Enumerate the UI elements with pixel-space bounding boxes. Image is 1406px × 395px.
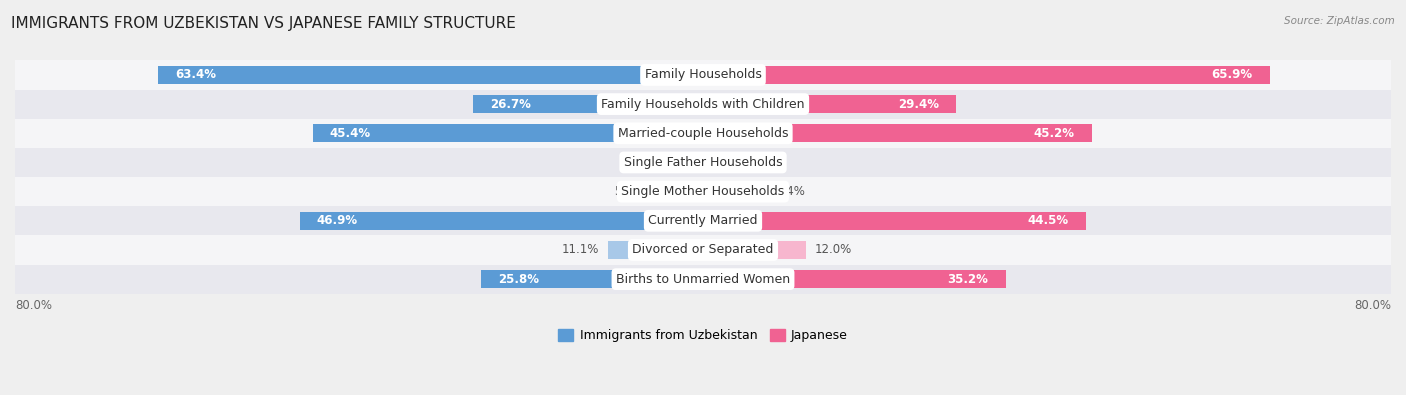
Bar [703,270,1005,288]
Text: 11.1%: 11.1% [561,243,599,256]
Text: 80.0%: 80.0% [1354,299,1391,312]
Bar [15,118,1391,148]
Text: 45.4%: 45.4% [330,127,371,140]
Bar [703,241,806,259]
Text: 44.5%: 44.5% [1028,214,1069,227]
Legend: Immigrants from Uzbekistan, Japanese: Immigrants from Uzbekistan, Japanese [553,324,853,347]
Text: 26.7%: 26.7% [491,98,531,111]
Bar [15,235,1391,265]
Bar [607,241,703,259]
Text: 65.9%: 65.9% [1212,68,1253,81]
Bar [15,60,1391,90]
Text: 7.4%: 7.4% [775,185,806,198]
Bar [703,182,766,201]
Bar [15,90,1391,118]
Bar [703,95,956,113]
Bar [652,182,703,201]
Bar [474,95,703,113]
Text: 1.8%: 1.8% [650,156,679,169]
Text: IMMIGRANTS FROM UZBEKISTAN VS JAPANESE FAMILY STRUCTURE: IMMIGRANTS FROM UZBEKISTAN VS JAPANESE F… [11,16,516,31]
Text: Currently Married: Currently Married [648,214,758,227]
Text: Family Households: Family Households [644,68,762,81]
Text: Births to Unmarried Women: Births to Unmarried Women [616,273,790,286]
Text: 63.4%: 63.4% [174,68,217,81]
Bar [15,177,1391,206]
Bar [299,212,703,230]
Bar [703,212,1085,230]
Text: Source: ZipAtlas.com: Source: ZipAtlas.com [1284,16,1395,26]
Text: 45.2%: 45.2% [1033,127,1074,140]
Text: 35.2%: 35.2% [948,273,988,286]
Bar [157,66,703,84]
Bar [703,66,1270,84]
Text: 5.9%: 5.9% [614,185,644,198]
Text: 2.8%: 2.8% [735,156,765,169]
Text: Single Father Households: Single Father Households [624,156,782,169]
Bar [703,124,1091,142]
Text: 29.4%: 29.4% [897,98,939,111]
Bar [481,270,703,288]
Text: Divorced or Separated: Divorced or Separated [633,243,773,256]
Text: 46.9%: 46.9% [316,214,359,227]
Text: 80.0%: 80.0% [15,299,52,312]
Bar [688,153,703,171]
Text: Family Households with Children: Family Households with Children [602,98,804,111]
Bar [15,206,1391,235]
Bar [15,265,1391,294]
Text: 12.0%: 12.0% [815,243,852,256]
Bar [703,153,727,171]
Text: Single Mother Households: Single Mother Households [621,185,785,198]
Bar [312,124,703,142]
Text: Married-couple Households: Married-couple Households [617,127,789,140]
Text: 25.8%: 25.8% [498,273,540,286]
Bar [15,148,1391,177]
